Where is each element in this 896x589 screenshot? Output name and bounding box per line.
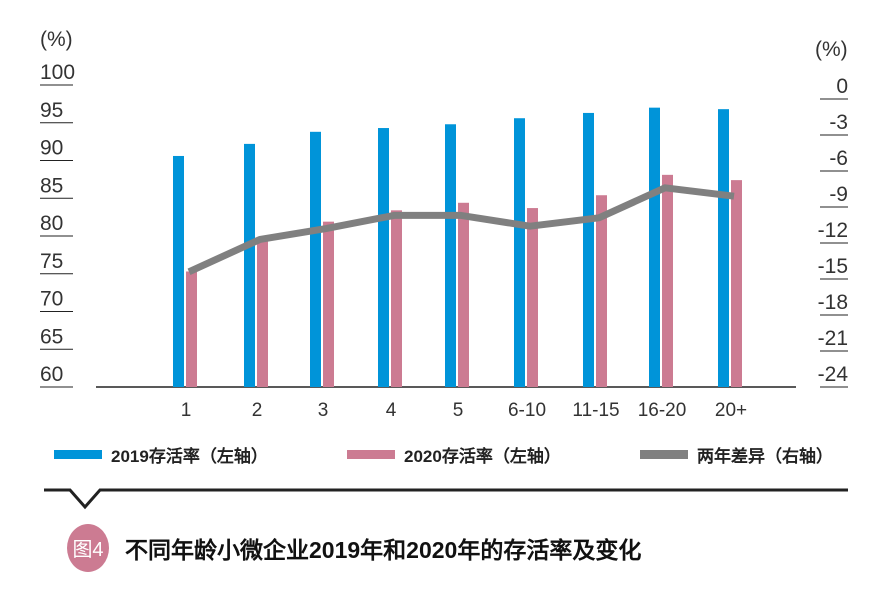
right-tick-label: -3 <box>829 111 848 134</box>
x-tick-label: 6-10 <box>508 400 546 421</box>
right-tick-label: -18 <box>818 291 848 314</box>
x-tick-label: 4 <box>386 400 397 421</box>
right-tick-label: -12 <box>818 219 848 242</box>
right-tick-label: -6 <box>829 147 848 170</box>
right-tick-label: -15 <box>818 255 848 278</box>
bar-2019 <box>244 143 255 387</box>
bar-2020 <box>257 239 268 387</box>
chart-title: 不同年龄小微企业2019年和2020年的存活率及变化 <box>125 537 641 563</box>
legend-2020-label: 2020存活率（左轴） <box>404 446 561 466</box>
bar-2019 <box>583 112 594 387</box>
bar-2020 <box>458 202 469 387</box>
right-tick-label: 0 <box>836 75 848 98</box>
left-tick-label: 65 <box>40 325 63 348</box>
bar-2020 <box>596 195 607 387</box>
right-tick-label: -21 <box>818 327 848 350</box>
right-tick-label: -9 <box>829 183 848 206</box>
left-tick-label: 100 <box>40 61 75 84</box>
bar-2019 <box>173 155 184 387</box>
legend-2019-label: 2019存活率（左轴） <box>111 446 268 466</box>
x-tick-label: 11-15 <box>572 400 619 421</box>
legend-difference-swatch <box>640 450 688 459</box>
divider-line <box>44 488 848 510</box>
right-tick-label: -24 <box>818 363 849 386</box>
x-tick-label: 2 <box>252 400 263 421</box>
x-tick-label: 5 <box>453 400 464 421</box>
bar-2019 <box>514 118 525 387</box>
bar-2020 <box>391 210 402 387</box>
bar-2020 <box>323 221 334 387</box>
left-tick-label: 95 <box>40 99 63 122</box>
left-tick-label: 70 <box>40 288 63 311</box>
left-tick-label: 90 <box>40 137 63 160</box>
bar-2020 <box>527 208 538 387</box>
x-tick-label: 16-20 <box>638 400 687 421</box>
x-tick-label: 3 <box>318 400 329 421</box>
bar-2020 <box>186 271 197 387</box>
left-tick-label: 60 <box>40 363 63 386</box>
figure-label-badge <box>67 524 109 572</box>
bar-2019 <box>718 109 729 387</box>
bar-2019 <box>445 124 456 387</box>
left-tick-label: 75 <box>40 250 63 273</box>
bar-2020 <box>662 174 673 387</box>
bar-2019 <box>649 107 660 388</box>
bar-2020 <box>731 180 742 387</box>
left-tick-label: 85 <box>40 174 63 197</box>
legend-2020-swatch <box>347 450 395 459</box>
left-axis-unit: (%) <box>40 28 73 51</box>
legend-difference-label: 两年差异（右轴） <box>697 446 833 466</box>
left-tick-label: 80 <box>40 212 63 235</box>
x-tick-label: 20+ <box>715 400 747 421</box>
figure-label: 图4 <box>72 539 103 561</box>
x-tick-label: 1 <box>181 400 192 421</box>
bar-2019 <box>310 131 321 387</box>
legend-2019-swatch <box>54 450 102 459</box>
bar-2019 <box>378 128 389 387</box>
right-axis-unit: (%) <box>815 38 848 61</box>
